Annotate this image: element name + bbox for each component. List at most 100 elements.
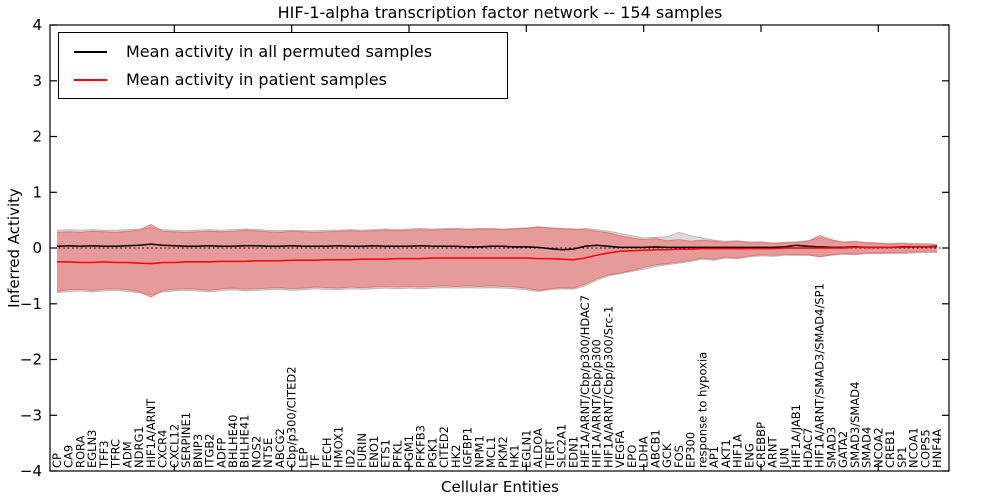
y-tick-label: 1 (32, 183, 42, 201)
y-tick-label: −4 (20, 462, 42, 480)
entity-label: NT5E (261, 438, 275, 468)
entity-label: TERT (543, 439, 557, 469)
entity-label: ADFP (214, 438, 228, 468)
entity-label: PKM2 (496, 436, 510, 468)
entity-label: CREBBP (754, 422, 768, 468)
legend-line-permuted-swatch (74, 50, 107, 53)
series-line (57, 246, 937, 265)
entity-label: HIF1A/ARNT/SMAD3/SMAD4/SP1 (813, 283, 827, 468)
entity-label: ADM (120, 441, 134, 468)
entity-label: PGK1 (426, 437, 440, 468)
entity-label: HIF1A/ARNT/Cbp/p300/Src-1 (602, 306, 616, 468)
entity-label: ENO1 (367, 436, 381, 468)
entity-label: ARNT (766, 436, 780, 468)
entity-label: LEP (296, 447, 310, 468)
entity-label: RORA (74, 435, 88, 468)
entity-label: VEGFA (613, 430, 627, 468)
entity-label: TFF3 (97, 440, 111, 469)
entity-label: IGFBP1 (461, 427, 475, 468)
entity-label: PFKFB3 (414, 425, 428, 468)
y-tick-label: −2 (20, 351, 42, 369)
entity-label: SLC2A1 (555, 424, 569, 468)
entity-label: EGLN1 (519, 429, 533, 468)
permuted-samples-range-band-lower-edge (56, 252, 937, 296)
legend-item-permuted: Mean activity in all permuted samples (74, 42, 507, 61)
entity-label: GATA2 (836, 431, 850, 468)
entity-label: EP300 (684, 432, 698, 468)
entity-label: HIF1A/ARNT/Cbp/p300/HDAC7 (578, 295, 592, 468)
entity-label: CXCR4 (156, 430, 170, 468)
entity-label: TFRC (109, 439, 123, 469)
entity-label: ETS1 (379, 439, 393, 468)
patient-samples-range-band (57, 224, 937, 298)
entity-label: EDN1 (566, 436, 580, 468)
series-line (56, 243, 938, 251)
chart-title: HIF-1-alpha transcription factor network… (277, 3, 723, 22)
entity-label: FURIN (355, 433, 369, 468)
entity-label: BHLHE40 (226, 415, 240, 469)
entity-label: Cbp/p300/CITED2 (285, 366, 299, 468)
entity-label: GCK (660, 443, 674, 468)
y-tick-label: −3 (20, 406, 42, 424)
y-tick-label: 4 (32, 16, 42, 34)
entity-label: NDRG1 (132, 426, 146, 468)
entity-label: FECH (320, 437, 334, 468)
entity-label: HK1 (508, 444, 522, 468)
entity-label: MCL1 (484, 436, 498, 468)
y-tick-label: 0 (32, 239, 42, 257)
legend-line-patient-swatch (74, 78, 107, 81)
entity-label: EPO (625, 445, 639, 468)
legend-label-patient: Mean activity in patient samples (126, 70, 387, 89)
entity-label: AKT1 (719, 439, 733, 468)
x-axis-label: Cellular Entities (441, 478, 559, 496)
patient-samples-range-band-upper-edge (56, 224, 938, 246)
entity-label: FOS (672, 445, 686, 468)
entity-label: ABCG2 (273, 428, 287, 468)
legend-label-permuted: Mean activity in all permuted samples (126, 42, 433, 61)
legend-item-patient: Mean activity in patient samples (74, 70, 507, 89)
entity-label: ID2 (343, 448, 357, 468)
entity-label: ENG (742, 443, 756, 468)
entity-label: BHLHE41 (238, 415, 252, 469)
entity-label: HIF1A (731, 434, 745, 468)
patient-samples-range-band-lower-edge (56, 250, 937, 298)
entity-label: HIF1A/JAB1 (789, 404, 803, 468)
entity-label: JUN (778, 448, 792, 469)
entity-label: NCOA1 (907, 427, 921, 468)
entity-label: SMAD3 (824, 427, 838, 468)
entity-label: BNIP3 (191, 434, 205, 468)
entity-label: PGM1 (402, 435, 416, 468)
y-tick-label: 2 (32, 128, 42, 146)
entity-label: ITGB2 (203, 433, 217, 468)
entity-label: response to hypoxia (695, 352, 709, 468)
entity-label: HDAC7 (801, 428, 815, 468)
entity-label: SMAD4 (860, 427, 874, 468)
entity-label: NCOA2 (871, 427, 885, 468)
entity-label: HMOX1 (332, 426, 346, 468)
entity-label: HNF4A (930, 429, 944, 468)
legend: Mean activity in all permuted samples Me… (58, 32, 508, 99)
entity-label: AP1 (707, 446, 721, 468)
entity-label: NOS2 (250, 436, 264, 468)
entity-label: CP (50, 453, 64, 468)
entity-label: SMAD3/SMAD4 (848, 382, 862, 468)
entity-label: TF (308, 454, 322, 469)
entity-label: SP1 (895, 446, 909, 468)
entity-label: CXCL12 (167, 424, 181, 468)
y-tick-label: −1 (20, 295, 42, 313)
entity-label: LDHA (637, 436, 651, 468)
entity-label: ALDOA (531, 428, 545, 468)
entity-label: EGLN3 (85, 429, 99, 468)
entity-label: COPS5 (918, 429, 932, 468)
entity-label: HIF1A/ARNT/Cbp/p300 (590, 339, 604, 468)
entity-label: SERPINE1 (179, 412, 193, 468)
entity-label: HIF1A/ARNT (144, 398, 158, 468)
entity-label: ABCB1 (648, 429, 662, 468)
entity-label: CITED2 (437, 426, 451, 468)
entity-label: CREB1 (883, 430, 897, 469)
entity-label: NPM1 (472, 435, 486, 468)
entity-label: CA9 (62, 445, 76, 468)
